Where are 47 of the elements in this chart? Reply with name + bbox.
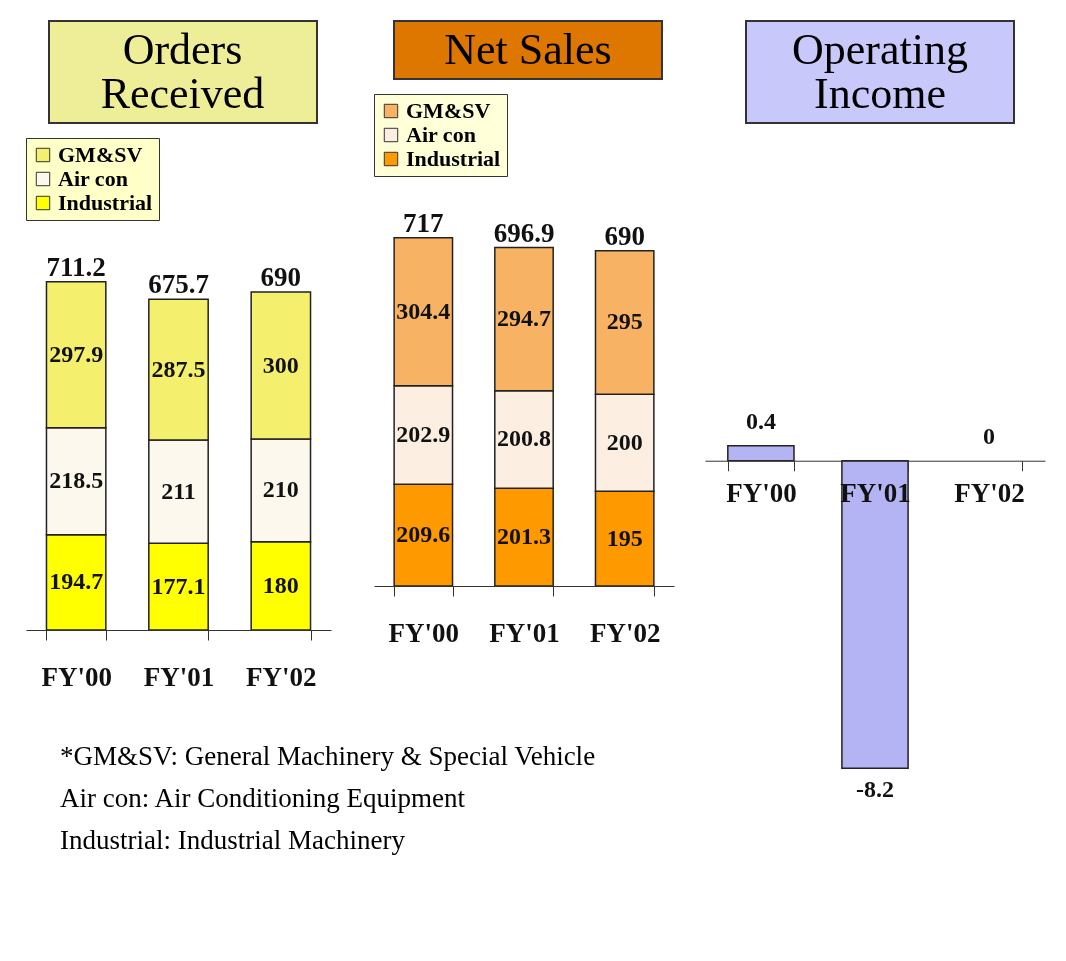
chart-title: Orders Received — [47, 20, 318, 124]
data-label: -8.2 — [856, 776, 894, 803]
data-label: 287.5 — [151, 355, 206, 382]
data-label: 209.6 — [396, 521, 451, 548]
data-label: 177.1 — [151, 572, 206, 599]
legend-label: GM&SV — [58, 142, 143, 167]
x-tick-label: FY'02 — [589, 617, 661, 648]
data-label: 300 — [262, 351, 299, 378]
legend-label: Air con — [406, 122, 476, 147]
legend-label: Industrial — [406, 146, 501, 171]
data-label: 195 — [606, 524, 643, 551]
total-label: 696.9 — [493, 217, 555, 248]
x-tick-label: FY'00 — [726, 478, 797, 509]
data-label: 0 — [983, 422, 996, 449]
total-label: 690 — [260, 262, 302, 293]
total-label: 690 — [604, 220, 645, 251]
legend-label: Air con — [58, 166, 128, 191]
chart-title: Operating Income — [745, 20, 1015, 124]
text: *GM&SV: General Machinery & Special Vehicle — [60, 740, 596, 773]
data-label: 201.3 — [497, 523, 551, 550]
total-label: 717 — [403, 207, 444, 238]
total-label: 675.7 — [148, 269, 209, 300]
x-tick-label: FY'01 — [143, 661, 215, 692]
data-label: 210 — [262, 476, 299, 503]
legend-label: Industrial — [58, 190, 153, 215]
data-label: 180 — [262, 571, 299, 598]
data-label: 200 — [606, 428, 643, 455]
data-label: 194.7 — [49, 568, 104, 595]
legend-label: GM&SV — [406, 98, 491, 123]
x-tick-label: FY'02 — [954, 478, 1025, 509]
data-label: 211 — [161, 477, 196, 504]
data-label: 304.4 — [396, 297, 451, 324]
chart-title: Net Sales — [393, 20, 663, 80]
total-label: 711.2 — [46, 251, 106, 282]
x-tick-label: FY'00 — [41, 661, 112, 692]
text: Industrial: Industrial Machinery — [60, 824, 405, 857]
data-label: 218.5 — [49, 467, 104, 494]
x-tick-label: FY'01 — [489, 617, 560, 648]
data-label: 297.9 — [49, 340, 104, 367]
data-label: 202.9 — [396, 420, 451, 447]
x-tick-label: FY'02 — [246, 661, 317, 692]
data-label: 0.4 — [745, 407, 776, 434]
text: Air con: Air Conditioning Equipment — [60, 782, 465, 815]
data-label: 200.8 — [497, 425, 551, 452]
x-tick-label: FY'00 — [388, 617, 460, 648]
data-label: 295 — [606, 308, 643, 335]
data-label: 294.7 — [497, 305, 551, 332]
